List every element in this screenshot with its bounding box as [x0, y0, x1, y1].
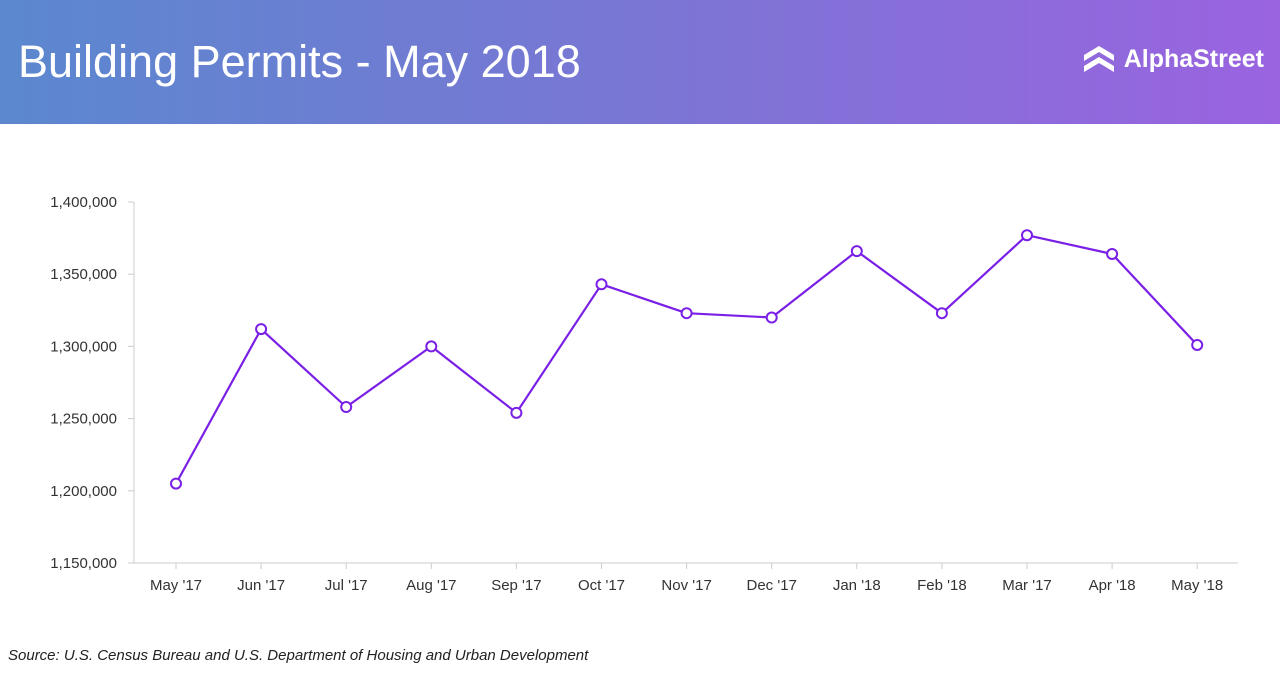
alphastreet-logo-icon — [1083, 46, 1114, 72]
data-point — [1021, 229, 1033, 242]
x-tick-label: Feb '18 — [917, 577, 967, 594]
data-point — [170, 477, 182, 490]
y-tick-label: 1,200,000 — [50, 483, 117, 500]
y-tick-label: 1,400,000 — [50, 194, 117, 211]
series-line-group — [175, 234, 1199, 485]
series-points — [170, 229, 1204, 490]
y-tick-label: 1,350,000 — [50, 266, 117, 283]
x-tick-label: Jun '17 — [237, 577, 285, 594]
brand-name: AlphaStreet — [1123, 45, 1264, 73]
data-point — [510, 406, 523, 419]
data-point — [680, 307, 693, 320]
data-point — [340, 401, 353, 414]
chart-svg: 1,150,000 1,200,000 1,250,000 1,300,000 1,35… — [50, 194, 1238, 594]
data-point — [595, 278, 608, 291]
data-point — [850, 245, 863, 258]
data-point — [1191, 338, 1204, 351]
y-axis: 1,150,000 1,200,000 1,250,000 1,300,000 1,35… — [50, 194, 135, 572]
header-banner: Building Permits - May 2018 AlphaStreet — [0, 0, 1280, 124]
x-tick-label: Apr '18 — [1089, 577, 1136, 594]
source-note: Source: U.S. Census Bureau and U.S. Depa… — [8, 647, 589, 664]
x-tick-label: Sep '17 — [491, 577, 541, 594]
x-tick-label: Oct '17 — [578, 577, 625, 594]
x-tick-label: Dec '17 — [747, 577, 797, 594]
x-axis: May '17 Jun '17 Jul '17 Aug '17 Sep '17 Oct '… — [134, 562, 1238, 594]
x-tick-label: Jul '17 — [325, 577, 368, 594]
page-title: Building Permits - May 2018 — [18, 36, 581, 87]
data-point — [1106, 247, 1119, 260]
data-point — [425, 340, 438, 353]
y-tick-label: 1,150,000 — [50, 555, 117, 572]
line-chart: 1,150,000 1,200,000 1,250,000 1,300,000 1,35… — [0, 124, 1280, 644]
data-point — [935, 307, 948, 320]
series-line — [175, 234, 1199, 485]
x-tick-label: May '18 — [1171, 577, 1223, 594]
x-tick-label: Aug '17 — [406, 577, 456, 594]
data-point — [765, 311, 778, 324]
y-tick-label: 1,250,000 — [50, 411, 117, 428]
y-tick-label: 1,300,000 — [50, 338, 117, 355]
data-point — [255, 323, 268, 336]
x-tick-label: Nov '17 — [661, 577, 711, 594]
brand: AlphaStreet — [1082, 44, 1264, 74]
x-tick-label: May '17 — [150, 577, 202, 594]
x-tick-label: Jan '18 — [833, 577, 881, 594]
x-tick-label: Mar '17 — [1002, 577, 1052, 594]
